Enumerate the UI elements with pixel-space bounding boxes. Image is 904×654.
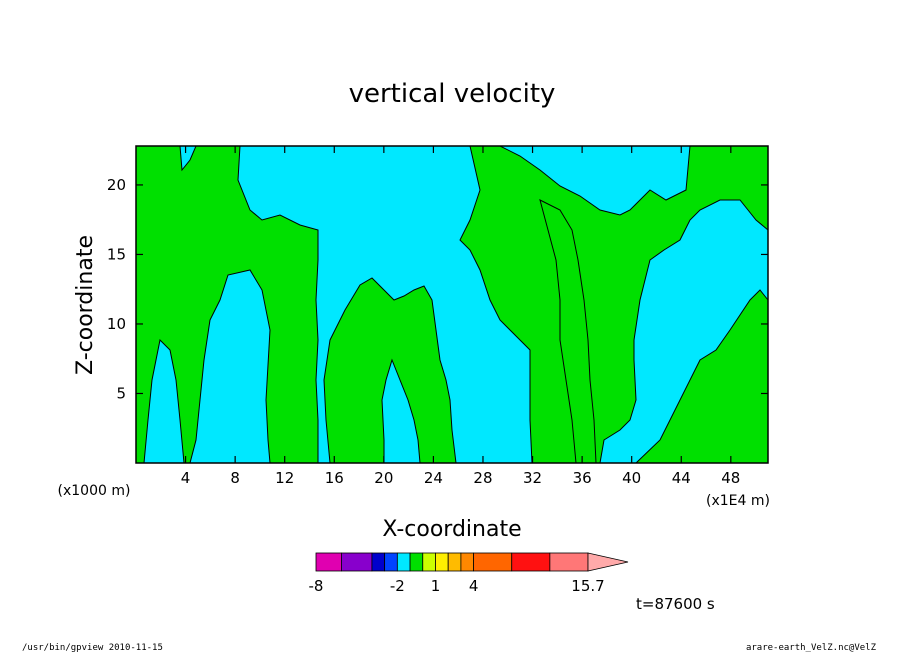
colorbar-segment: [422, 552, 436, 572]
y-tick-label: 20: [107, 176, 126, 194]
x-tick-label: 12: [275, 469, 294, 487]
y-scale-note: (x1000 m): [58, 483, 131, 499]
colorbar-segment: [511, 552, 551, 572]
colorbar-label: -8: [309, 577, 324, 595]
y-tick-label: 10: [107, 315, 126, 333]
x-tick-label: 44: [672, 469, 691, 487]
colorbar-segment: [473, 552, 513, 572]
x-tick-label: 48: [721, 469, 740, 487]
x-tick-labels: 4 8 12 16 20 24 28 32 36 40 44 48: [181, 469, 741, 487]
plot-area: [135, 145, 769, 464]
colorbar-segment: [549, 552, 589, 572]
y-tick-label: 5: [116, 384, 126, 402]
colorbar: [315, 552, 629, 572]
x-tick-label: 8: [230, 469, 240, 487]
x-tick-label: 40: [622, 469, 641, 487]
colorbar-label: 1: [431, 577, 441, 595]
colorbar-label: 15.7: [571, 577, 604, 595]
x-axis-ticks: [184, 146, 732, 463]
colorbar-segment: [460, 552, 475, 572]
colorbar-segment: [447, 552, 462, 572]
x-tick-label: 20: [374, 469, 393, 487]
y-tick-labels: 5 10 15 20: [107, 176, 126, 403]
colorbar-segment: [435, 552, 449, 572]
y-axis-label: Z-coordinate: [73, 235, 98, 375]
colorbar-arrow: [587, 552, 629, 572]
x-scale-note: (x1E4 m): [706, 493, 770, 509]
region-right-band: [448, 145, 769, 464]
x-tick-label: 28: [473, 469, 492, 487]
colorbar-labels: -8 -2 1 4 15.7: [309, 577, 605, 595]
y-axis-ticks: [136, 184, 768, 395]
colorbar-label: 4: [469, 577, 479, 595]
x-tick-label: 4: [181, 469, 191, 487]
x-tick-label: 32: [523, 469, 542, 487]
footer-right: arare-earth_VelZ.nc@VelZ: [746, 643, 877, 653]
time-stamp: t=87600 s: [636, 595, 715, 613]
x-axis-label: X-coordinate: [382, 517, 521, 542]
x-tick-label: 16: [325, 469, 344, 487]
colorbar-segment: [341, 552, 373, 572]
footer-left: /usr/bin/gpview 2010-11-15: [22, 643, 163, 653]
colorbar-segment: [384, 552, 398, 572]
x-tick-label: 24: [424, 469, 443, 487]
chart-title: vertical velocity: [349, 79, 556, 109]
colorbar-segment: [315, 552, 342, 572]
colorbar-segment: [396, 552, 411, 572]
plot-frame: [135, 145, 769, 464]
x-tick-label: 36: [573, 469, 592, 487]
positive-velocity-regions: [135, 145, 769, 464]
y-tick-label: 15: [107, 245, 126, 263]
colorbar-label: -2: [390, 577, 405, 595]
colorbar-segment: [409, 552, 424, 572]
colorbar-segment: [371, 552, 386, 572]
region-left-band: [135, 145, 319, 464]
